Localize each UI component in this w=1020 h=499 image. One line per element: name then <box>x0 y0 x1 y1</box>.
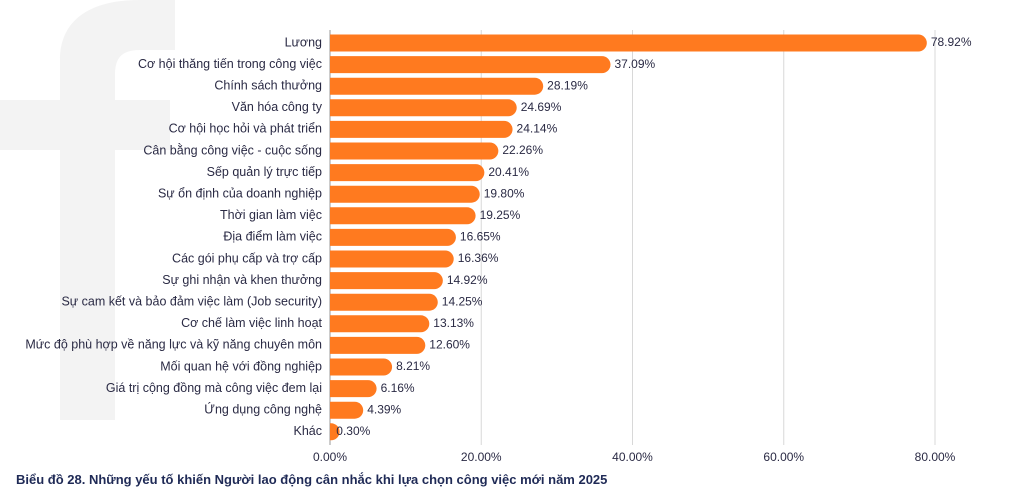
data-label: 22.26% <box>502 143 543 157</box>
category-label: Mức độ phù hợp về năng lực và kỹ năng ch… <box>25 338 322 352</box>
data-label: 24.14% <box>517 122 558 136</box>
category-label: Lương <box>285 35 322 49</box>
data-label: 14.25% <box>442 294 483 308</box>
category-label: Văn hóa công ty <box>232 100 323 114</box>
value-label-layer: 78.92% 37.09% 28.19% 24.69% 24.14% 22.26% 20.4… <box>336 35 972 438</box>
data-label: 4.39% <box>367 402 401 416</box>
bar <box>330 358 393 376</box>
data-label: 16.65% <box>460 230 501 244</box>
bar-layer <box>330 34 927 441</box>
data-label: 8.21% <box>396 359 430 373</box>
x-tick-label: 80.00% <box>915 450 956 464</box>
category-label: Ứng dụng công nghệ <box>204 401 322 416</box>
bar <box>330 336 426 354</box>
data-label: 20.41% <box>488 165 529 179</box>
bar <box>330 207 476 225</box>
category-label: Sự ghi nhận và khen thưởng <box>162 273 322 287</box>
data-label: 6.16% <box>381 381 415 395</box>
bar <box>330 77 544 95</box>
category-label: Cơ chế làm việc linh hoạt <box>181 316 322 330</box>
grid-layer <box>329 30 936 445</box>
category-label: Giá trị cộng đồng mà công việc đem lại <box>106 381 322 395</box>
bar <box>330 142 499 160</box>
category-label: Thời gian làm việc <box>220 208 322 222</box>
bar <box>330 228 456 246</box>
bar <box>330 164 485 182</box>
x-tick-label: 0.00% <box>313 450 347 464</box>
bar <box>330 380 377 398</box>
data-label: 19.25% <box>480 208 521 222</box>
bar <box>330 185 480 203</box>
bar <box>330 34 927 52</box>
bar <box>330 272 443 290</box>
category-label: Mối quan hệ với đồng nghiệp <box>160 359 322 373</box>
category-label: Cân bằng công việc - cuộc sống <box>143 142 322 157</box>
category-label: Khác <box>294 424 323 438</box>
category-label-layer: Lương Cơ hội thăng tiến trong công việc Ch… <box>25 35 322 438</box>
x-tick-layer: 0.00% 20.00% 40.00% 60.00% 80.00% <box>313 450 956 464</box>
data-label: 13.13% <box>433 316 474 330</box>
chart-title: Biểu đồ 28. Những yếu tố khiến Người lao… <box>16 472 608 487</box>
category-label: Sếp quản lý trực tiếp <box>207 165 322 179</box>
category-label: Địa điểm làm việc <box>223 230 322 244</box>
bar <box>330 423 340 441</box>
data-label: 12.60% <box>429 338 470 352</box>
bar <box>330 401 364 419</box>
data-label: 16.36% <box>458 251 499 265</box>
bar <box>330 315 430 333</box>
x-tick-label: 20.00% <box>461 450 502 464</box>
category-label: Sự ổn định của doanh nghiệp <box>158 186 322 200</box>
bar <box>330 250 454 268</box>
category-label: Chính sách thưởng <box>214 78 322 92</box>
category-label: Các gói phụ cấp và trợ cấp <box>172 251 322 265</box>
bar <box>330 99 517 117</box>
x-tick-label: 40.00% <box>612 450 653 464</box>
bar <box>330 293 438 311</box>
bar <box>330 56 611 74</box>
category-label: Cơ hội học hỏi và phát triển <box>169 122 322 136</box>
data-label: 78.92% <box>931 35 972 49</box>
data-label: 37.09% <box>614 57 655 71</box>
data-label: 14.92% <box>447 273 488 287</box>
category-label: Sự cam kết và bảo đảm việc làm (Job secu… <box>61 294 322 308</box>
x-tick-label: 60.00% <box>763 450 804 464</box>
data-label: 0.30% <box>336 424 370 438</box>
data-label: 28.19% <box>547 78 588 92</box>
watermark-shape <box>0 0 175 420</box>
category-label: Cơ hội thăng tiến trong công việc <box>138 57 322 71</box>
data-label: 24.69% <box>521 100 562 114</box>
bar <box>330 120 513 138</box>
data-label: 19.80% <box>484 186 525 200</box>
